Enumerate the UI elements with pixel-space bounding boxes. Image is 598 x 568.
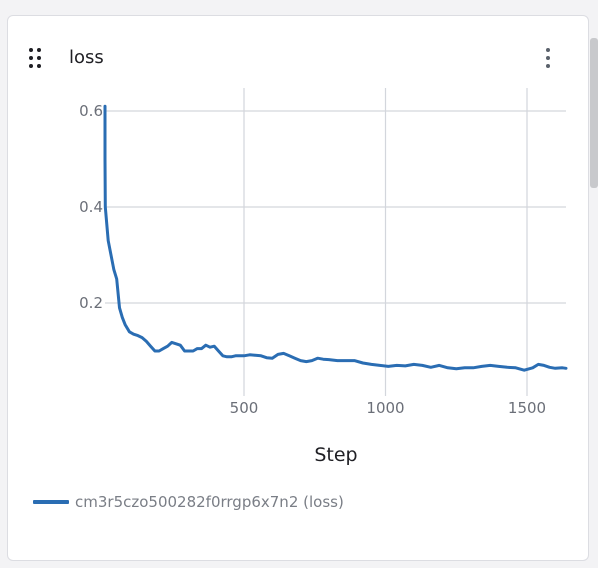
loss-series-line bbox=[103, 104, 568, 372]
x-tick-label: 1500 bbox=[508, 399, 546, 417]
y-tick-label: 0.2 bbox=[79, 294, 103, 312]
y-tick-label: 0.6 bbox=[79, 102, 103, 120]
legend-swatch bbox=[33, 500, 69, 504]
panel-title: loss bbox=[69, 47, 104, 68]
x-tick-label: 1000 bbox=[366, 399, 404, 417]
tick-labels: 500 1000 1500 0.2 0.4 0.6 bbox=[79, 102, 546, 417]
y-tick-label: 0.4 bbox=[79, 198, 103, 216]
drag-handle-icon[interactable] bbox=[29, 48, 43, 68]
grid-lines bbox=[105, 88, 566, 396]
legend-label: cm3r5czo500282f0rrgp6x7n2 (loss) bbox=[75, 493, 344, 511]
more-vertical-icon[interactable] bbox=[540, 47, 556, 69]
scrollbar[interactable] bbox=[590, 38, 598, 188]
legend[interactable]: cm3r5czo500282f0rrgp6x7n2 (loss) bbox=[33, 492, 344, 512]
x-axis-title: Step bbox=[314, 444, 357, 466]
x-tick-label: 500 bbox=[230, 399, 259, 417]
